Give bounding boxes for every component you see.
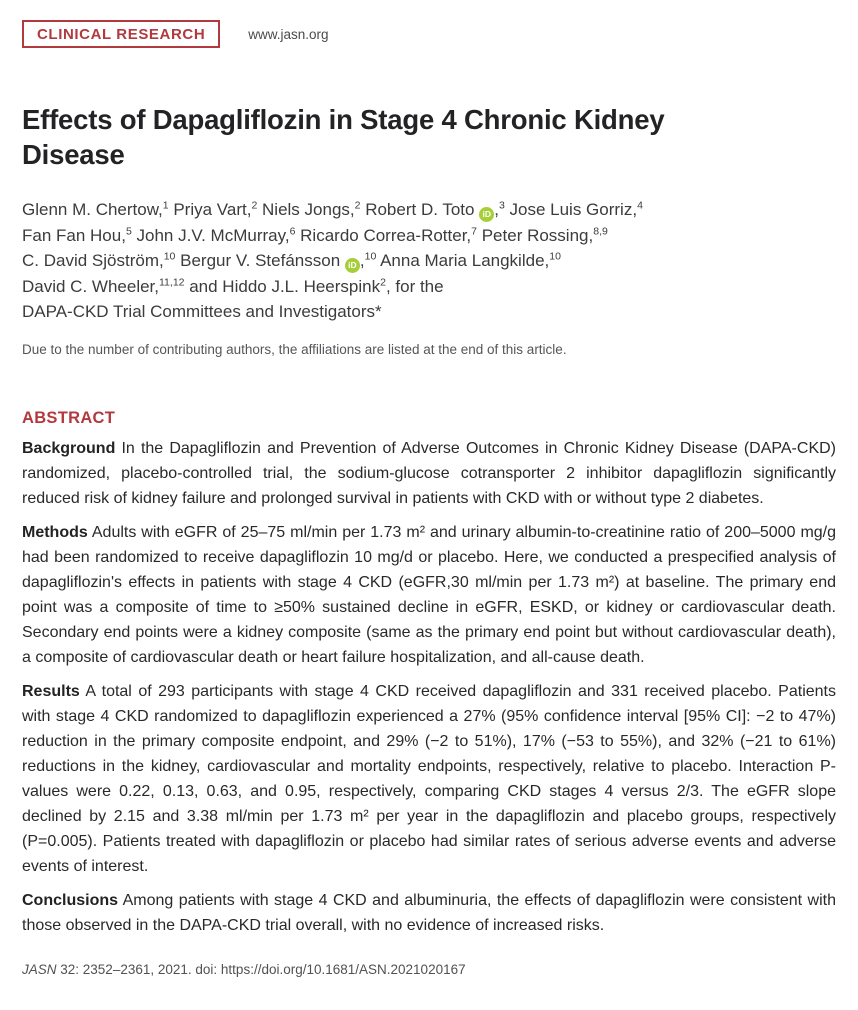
affiliation-superscript: 10 [364,250,377,263]
orcid-icon[interactable]: iD [344,258,360,273]
abstract-results-paragraph: Results A total of 293 participants with… [22,679,836,879]
affiliation-superscript: 11,12 [159,275,185,288]
citation-text: 32: 2352–2361, 2021. doi: [56,962,221,977]
section-text-conclusions: Among patients with stage 4 CKD and albu… [22,891,836,934]
affiliation-superscript: 2 [354,199,361,212]
author-line: David C. Wheeler,11,12 and Hiddo J.L. He… [22,275,444,296]
section-label-results: Results [22,682,80,700]
affiliation-superscript: 6 [289,224,296,237]
affiliation-superscript: 10 [163,250,176,263]
affiliation-note: Due to the number of contributing author… [22,341,567,357]
journal-name: JASN [22,962,57,977]
affiliation-superscript: 5 [125,224,132,237]
doi-link[interactable]: https://doi.org/10.1681/ASN.2021020167 [220,962,466,977]
author-line: Glenn M. Chertow,1 Priya Vart,2 Niels Jo… [22,197,836,223]
author-line: DAPA-CKD Trial Committees and Investigat… [22,302,382,321]
orcid-icon[interactable]: iD [479,207,495,222]
section-text-results: A total of 293 participants with stage 4… [22,682,836,875]
abstract-heading: ABSTRACT [22,408,116,427]
section-label-conclusions: Conclusions [22,891,119,909]
journal-url-link[interactable]: www.jasn.org [248,26,329,42]
section-text-background: In the Dapagliflozin and Prevention of A… [22,439,836,507]
affiliation-superscript: 4 [637,199,643,212]
abstract-conclusions-paragraph: Conclusions Among patients with stage 4 … [22,888,836,938]
page-header: CLINICAL RESEARCH www.jasn.org [22,20,836,48]
affiliation-superscript: 7 [471,224,477,237]
affiliation-superscript: 8,9 [593,224,608,237]
author-list: Glenn M. Chertow,1 Priya Vart,2 Niels Jo… [22,197,836,325]
affiliation-superscript: 10 [549,250,561,263]
section-label-methods: Methods [22,523,88,541]
affiliation-superscript: 1 [162,199,169,212]
citation-footer: JASN 32: 2352–2361, 2021. doi: https://d… [22,962,466,977]
affiliation-superscript: 3 [498,199,505,212]
clinical-research-badge: CLINICAL RESEARCH [22,20,221,48]
affiliation-superscript: 2 [251,199,258,212]
abstract-methods-paragraph: Methods Adults with eGFR of 25–75 ml/min… [22,520,836,670]
paper-title: Effects of Dapagliflozin in Stage 4 Chro… [22,104,665,170]
section-label-background: Background [22,439,116,457]
abstract-background-paragraph: Background In the Dapagliflozin and Prev… [22,436,836,511]
author-line: Fan Fan Hou,5 John J.V. McMurray,6 Ricar… [22,224,608,245]
author-line: C. David Sjöström,10 Bergur V. Stefánsso… [22,248,836,274]
abstract-section: ABSTRACT Background In the Dapagliflozin… [22,409,836,938]
affiliation-superscript: 2 [380,275,386,288]
section-text-methods: Adults with eGFR of 25–75 ml/min per 1.7… [22,523,837,666]
